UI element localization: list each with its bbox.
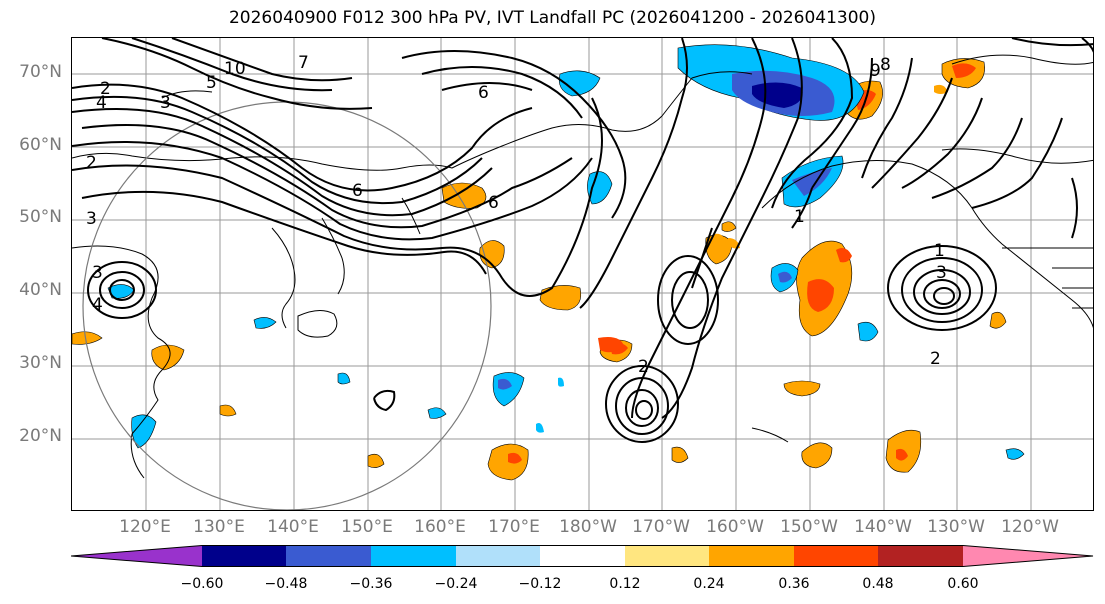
contour-label-6: 6 [352,181,363,201]
negative-pc-fills [107,44,1025,460]
contour-label-5: 5 [206,73,217,93]
contour-label-2d: 2 [86,153,97,173]
lat-label-60n: 60°N [19,135,62,155]
contour-label-6c: 6 [488,193,499,213]
contour-label-8: 8 [880,55,891,75]
contour-label-1b: 1 [794,207,805,227]
lat-label-20n: 20°N [19,426,62,446]
coastlines [72,54,1093,479]
contour-label-9: 9 [870,61,881,81]
lat-label-30n: 30°N [19,353,62,373]
lon-label-170w: 170°W [632,517,690,537]
lon-label-160w: 160°W [706,517,764,537]
colorbar-tick-7: 0.24 [693,576,725,592]
contour-label-3d: 3 [86,209,97,229]
colorbar-segment-1 [71,545,202,567]
lon-label-160e: 160°E [414,517,466,537]
colorbar-segment-10 [878,545,963,567]
colorbar-segment-3 [286,545,371,567]
colorbar-tick-5: −0.12 [518,576,562,592]
graticule [72,38,1093,510]
colorbar-segment-6 [540,545,625,567]
pv-contours [72,38,1093,443]
lon-label-180w: 180°W [559,517,617,537]
contour-label-4: 4 [96,93,107,113]
colorbar-segment-8 [709,545,794,567]
colorbar-segment-5 [456,545,540,567]
colorbar-tick-10: 0.60 [947,576,979,592]
map-panel: 10 9 8 7 6 5 4 3 2 1 3 2 2 3 4 2 3 1 6 6 [71,37,1094,511]
lon-label-130w: 130°W [927,517,985,537]
colorbar-segment-11 [963,545,1094,567]
contour-label-2: 2 [100,79,111,99]
lon-label-120e: 120°E [119,517,171,537]
colorbar-tick-3: −0.36 [349,576,393,592]
colorbar-outline [71,545,1094,567]
colorbar-segment-4 [371,545,456,567]
colorbar-tick-6: 0.12 [609,576,641,592]
contour-label-3b: 3 [936,263,947,283]
lon-label-170e: 170°E [488,517,540,537]
lon-label-140e: 140°E [267,517,319,537]
contour-label-2c: 2 [638,357,649,377]
colorbar-tick-9: 0.48 [862,576,894,592]
colorbar-segment-9 [794,545,878,567]
contour-label-7: 7 [298,53,309,73]
lon-label-150w: 150°W [780,517,838,537]
lat-label-50n: 50°N [19,207,62,227]
contour-label-6b: 6 [478,83,489,103]
colorbar-segment-7 [625,545,709,567]
lon-label-130e: 130°E [193,517,245,537]
lon-label-120w: 120°W [1001,517,1059,537]
colorbar-tick-1: −0.60 [180,576,224,592]
lon-label-140w: 140°W [854,517,912,537]
contour-label-10: 10 [224,59,246,79]
lon-label-150e: 150°E [341,517,393,537]
contour-label-3: 3 [160,93,171,113]
chart-title: 2026040900 F012 300 hPa PV, IVT Landfall… [228,8,876,28]
colorbar-tick-4: −0.24 [434,576,478,592]
colorbar-tick-8: 0.36 [778,576,810,592]
lat-label-70n: 70°N [19,62,62,82]
map-canvas: 10 9 8 7 6 5 4 3 2 1 3 2 2 3 4 2 3 1 6 6 [72,38,1093,510]
colorbar-tick-2: −0.48 [264,576,308,592]
contour-label-4b: 4 [92,295,103,315]
contour-label-1: 1 [934,241,945,261]
contour-label-2b: 2 [930,349,941,369]
lat-label-40n: 40°N [19,280,62,300]
colorbar-segment-2 [202,545,286,567]
contour-label-3c: 3 [92,263,103,283]
colorbar [71,545,1094,567]
contour-label-group: 10 9 8 7 6 5 4 3 2 1 3 2 2 3 4 2 3 1 6 6 [86,53,947,377]
